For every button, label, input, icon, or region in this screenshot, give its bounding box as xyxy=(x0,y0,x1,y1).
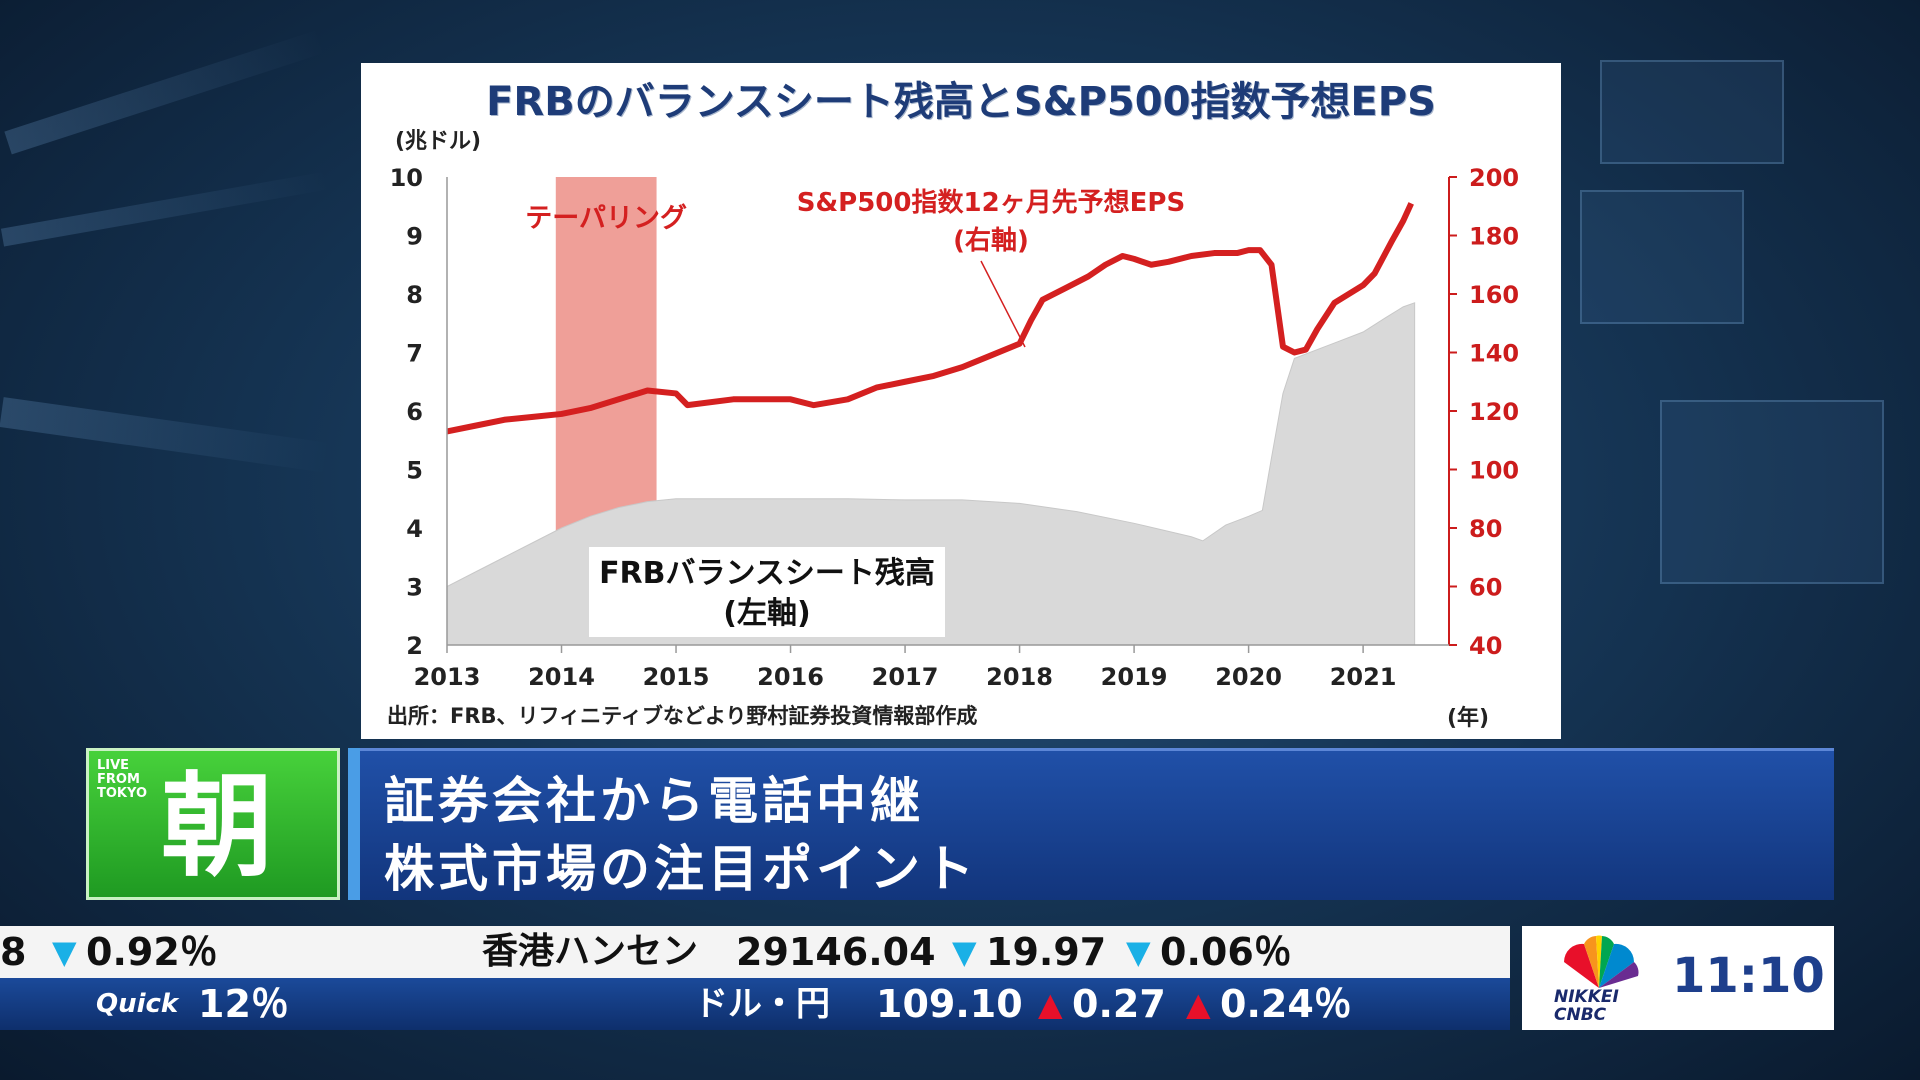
ticker-fx-value: 109.10 xyxy=(876,982,1023,1026)
x-tick-label: 2017 xyxy=(872,663,939,691)
background-decoration xyxy=(1580,190,1744,324)
balance-label-box xyxy=(589,547,945,637)
left-tick-label: 10 xyxy=(390,164,423,192)
right-tick-label: 80 xyxy=(1469,515,1502,543)
headline-line-1: 証券会社から電話中継 xyxy=(384,772,924,830)
chart-plot: 10 9 8 7 6 5 4 3 2 200 180 160 140 120 100 80 60 40 2013 20… xyxy=(390,164,1520,691)
right-tick-label: 60 xyxy=(1469,574,1502,602)
x-tick-label: 2021 xyxy=(1330,663,1397,691)
headline-accent xyxy=(348,748,360,900)
ticker-index-name: 香港ハンセン xyxy=(482,931,699,972)
up-arrow-icon: ▲ xyxy=(1038,985,1063,1023)
left-tick-label: 2 xyxy=(406,632,423,660)
chart-title: FRBのバランスシート残高とS&P500指数予想EPS xyxy=(486,79,1436,125)
x-tick-label: 2014 xyxy=(528,663,595,691)
clock-time: 11:10 xyxy=(1672,948,1825,1004)
right-tick-label: 120 xyxy=(1469,398,1519,426)
program-title: 朝 xyxy=(161,762,273,892)
eps-series-label: S&P500指数12ヶ月先予想EPS xyxy=(797,188,1185,218)
ticker-partial-pct: 12％ xyxy=(198,982,289,1026)
ticker-fx-pct: 0.24％ xyxy=(1220,982,1352,1026)
market-ticker-bottom: Quick 12％ ドル・円 109.10 ▲ 0.27 ▲ 0.24％ xyxy=(0,978,1510,1030)
ticker-partial-pct: 0.92％ xyxy=(86,930,218,974)
left-tick-label: 7 xyxy=(406,340,423,368)
ticker-fx-change: 0.27 xyxy=(1072,982,1166,1026)
ticker-index-change: 19.97 xyxy=(986,930,1107,974)
x-tick-label: 2019 xyxy=(1101,663,1168,691)
left-axis-unit: (兆ドル) xyxy=(395,129,482,154)
ticker-fx-name: ドル・円 xyxy=(694,984,830,1024)
down-arrow-icon: ▼ xyxy=(952,933,977,971)
down-arrow-icon: ▼ xyxy=(1126,933,1151,971)
right-tick-label: 160 xyxy=(1469,281,1519,309)
up-arrow-icon: ▲ xyxy=(1186,985,1211,1023)
headline-bar: 証券会社から電話中継 株式市場の注目ポイント xyxy=(348,748,1834,900)
left-tick-label: 9 xyxy=(406,223,423,251)
ticker-partial-value: 8 xyxy=(0,930,27,974)
background-decoration xyxy=(4,29,326,155)
right-tick-label: 180 xyxy=(1469,223,1519,251)
eps-series-axis-note: (右軸) xyxy=(953,225,1029,256)
source-note: 出所：FRB、リフィニティブなどより野村証券投資情報部作成 xyxy=(387,704,978,728)
x-tick-label: 2015 xyxy=(643,663,710,691)
left-tick-label: 8 xyxy=(406,281,423,309)
down-arrow-icon: ▼ xyxy=(52,933,77,971)
x-tick-label: 2018 xyxy=(986,663,1053,691)
headline-line-2: 株式市場の注目ポイント xyxy=(384,840,978,898)
background-decoration xyxy=(1660,400,1884,584)
left-tick-label: 4 xyxy=(406,515,423,543)
nikkei-cnbc-label: NIKKEI CNBC xyxy=(1554,988,1619,1024)
right-tick-label: 40 xyxy=(1469,632,1502,660)
x-tick-label: 2020 xyxy=(1215,663,1282,691)
ticker-index-pct: 0.06％ xyxy=(1160,930,1292,974)
market-ticker-top: 8 ▼ 0.92％ 香港ハンセン 29146.04 ▼ 19.97 ▼ 0.06… xyxy=(0,926,1510,978)
peacock-logo-icon xyxy=(1563,935,1639,988)
eps-leader-line xyxy=(980,260,1026,348)
left-tick-label: 6 xyxy=(406,398,423,426)
quick-logo: Quick xyxy=(96,989,179,1019)
left-tick-label: 3 xyxy=(406,574,423,602)
right-tick-label: 100 xyxy=(1469,457,1519,485)
x-axis-unit: (年) xyxy=(1447,706,1490,731)
x-tick-label: 2016 xyxy=(757,663,824,691)
balance-series-label: FRBバランスシート残高 xyxy=(599,556,935,591)
background-decoration xyxy=(1600,60,1784,164)
x-tick-label: 2013 xyxy=(414,663,481,691)
eps-line xyxy=(446,202,1414,435)
network-logo-clock: NIKKEI CNBC 11:10 xyxy=(1522,926,1834,1030)
background-decoration xyxy=(0,397,331,473)
right-tick-label: 140 xyxy=(1469,340,1519,368)
chart-card: 10 9 8 7 6 5 4 3 2 200 180 160 140 120 100 80 60 40 2013 20… xyxy=(361,63,1561,739)
balance-series-axis-note: (左軸) xyxy=(723,596,810,631)
ticker-index-value: 29146.04 xyxy=(736,930,936,974)
background-decoration xyxy=(0,171,330,247)
cnbc-text: CNBC xyxy=(1554,1005,1607,1025)
program-badge: LIVE FROM TOKYO 朝 xyxy=(86,748,340,900)
live-from-tokyo-label: LIVE FROM TOKYO xyxy=(97,758,147,801)
right-tick-label: 200 xyxy=(1469,164,1519,192)
tapering-label: テーパリング xyxy=(525,202,687,234)
left-tick-label: 5 xyxy=(406,457,423,485)
nikkei-text: NIKKEI xyxy=(1554,987,1619,1007)
